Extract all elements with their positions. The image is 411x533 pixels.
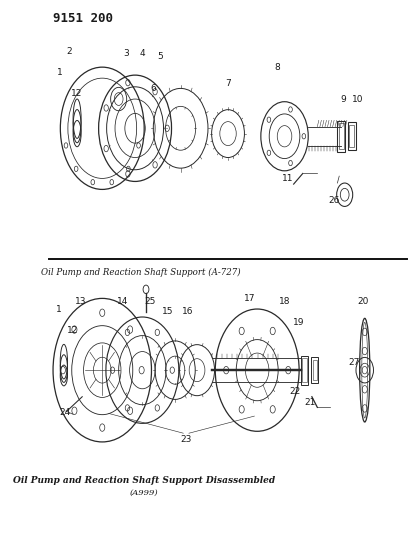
Text: 11: 11 [282, 174, 294, 183]
Bar [348, 123, 356, 150]
Bar [311, 358, 319, 383]
Text: 23: 23 [180, 435, 192, 444]
Bar [301, 356, 308, 385]
Bar [313, 360, 317, 380]
Text: 21: 21 [305, 398, 316, 407]
Text: 1: 1 [55, 304, 61, 313]
Text: 22: 22 [290, 387, 301, 396]
Text: 26: 26 [328, 196, 339, 205]
Text: 9: 9 [340, 94, 346, 103]
Text: Oil Pump and Reaction Shaft Support Disassembled: Oil Pump and Reaction Shaft Support Disa… [13, 476, 275, 484]
Text: (A999): (A999) [130, 488, 159, 496]
Text: 1: 1 [57, 68, 62, 77]
Text: 5: 5 [158, 52, 164, 61]
Bar [302, 358, 307, 382]
Text: 14: 14 [117, 296, 128, 305]
Text: 6: 6 [150, 84, 156, 93]
Bar [349, 125, 354, 148]
Bar [339, 124, 344, 149]
Text: 4: 4 [140, 50, 145, 58]
Text: 12: 12 [67, 326, 79, 335]
Text: 16: 16 [182, 307, 194, 316]
Text: 15: 15 [162, 307, 173, 316]
Text: 19: 19 [293, 318, 305, 327]
Text: 13: 13 [75, 296, 86, 305]
Text: 3: 3 [123, 50, 129, 58]
Text: 12: 12 [71, 89, 83, 98]
Text: 27: 27 [348, 358, 360, 367]
Text: 18: 18 [279, 296, 290, 305]
Bar [337, 121, 345, 152]
Text: 9151 200: 9151 200 [53, 12, 113, 26]
Text: 20: 20 [357, 296, 369, 305]
Text: 2: 2 [67, 47, 72, 55]
Text: 10: 10 [352, 94, 363, 103]
Text: 24: 24 [59, 408, 70, 417]
Text: 8: 8 [275, 63, 280, 71]
Text: Oil Pump and Reaction Shaft Support (A-727): Oil Pump and Reaction Shaft Support (A-7… [41, 268, 240, 277]
Text: 25: 25 [144, 296, 155, 305]
Text: 17: 17 [244, 294, 256, 303]
Text: 7: 7 [225, 78, 231, 87]
